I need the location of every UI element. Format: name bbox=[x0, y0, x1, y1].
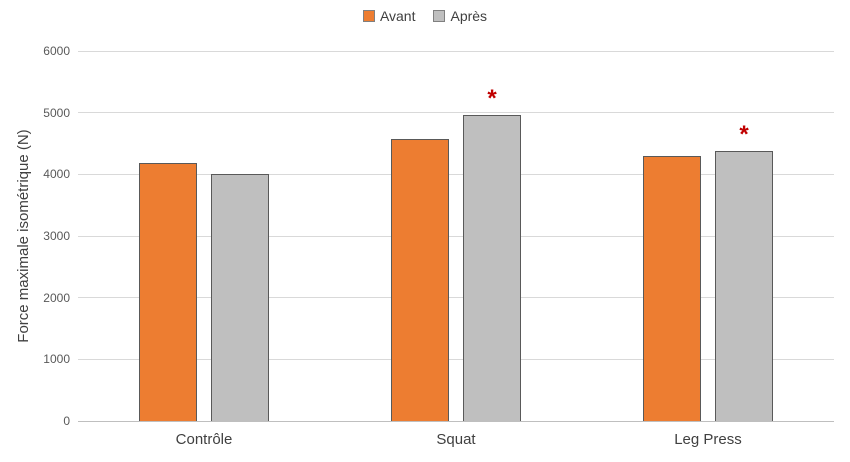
y-tick-label-4000: 4000 bbox=[43, 167, 70, 182]
bar-avant-squat bbox=[391, 138, 449, 421]
gridline-3000 bbox=[78, 235, 834, 237]
gridline-1000 bbox=[78, 358, 834, 360]
bar-après-leg-press bbox=[715, 150, 773, 421]
chart-legend: Avant Après bbox=[0, 8, 850, 24]
bar-après-contrôle bbox=[211, 173, 269, 421]
significance-asterisk-squat: * bbox=[487, 85, 497, 113]
bar-après-squat bbox=[463, 115, 521, 421]
bar-avant-contrôle bbox=[139, 163, 197, 421]
plot-area: * * bbox=[78, 50, 834, 422]
y-tick-label-5000: 5000 bbox=[43, 105, 70, 120]
bar-avant-leg-press bbox=[643, 155, 701, 421]
legend-label-après: Après bbox=[450, 8, 488, 24]
gridline-5000 bbox=[78, 112, 834, 114]
x-category-label-contrôle: Contrôle bbox=[175, 431, 233, 448]
legend-item-après: Après bbox=[433, 8, 487, 24]
y-tick-label-1000: 1000 bbox=[43, 352, 70, 367]
y-tick-label-6000: 6000 bbox=[43, 44, 70, 58]
gridline-0 bbox=[78, 420, 834, 422]
gridline-6000 bbox=[78, 50, 834, 52]
x-axis-labels: Contrôle Squat Leg Press bbox=[78, 431, 834, 448]
y-tick-label-3000: 3000 bbox=[43, 229, 70, 243]
x-category-label-squat: Squat bbox=[436, 431, 476, 448]
legend-swatch-avant bbox=[362, 10, 375, 22]
gridline-2000 bbox=[78, 297, 834, 299]
y-tick-label-0: 0 bbox=[63, 414, 70, 428]
legend-label-avant: Avant bbox=[379, 8, 416, 24]
x-category-label-leg-press: Leg Press bbox=[674, 431, 742, 448]
legend-item-avant: Avant bbox=[362, 8, 416, 24]
legend-swatch-après bbox=[433, 10, 446, 22]
gridline-4000 bbox=[78, 173, 834, 175]
significance-asterisk-leg-press: * bbox=[739, 120, 749, 148]
y-tick-label-2000: 2000 bbox=[43, 290, 70, 305]
